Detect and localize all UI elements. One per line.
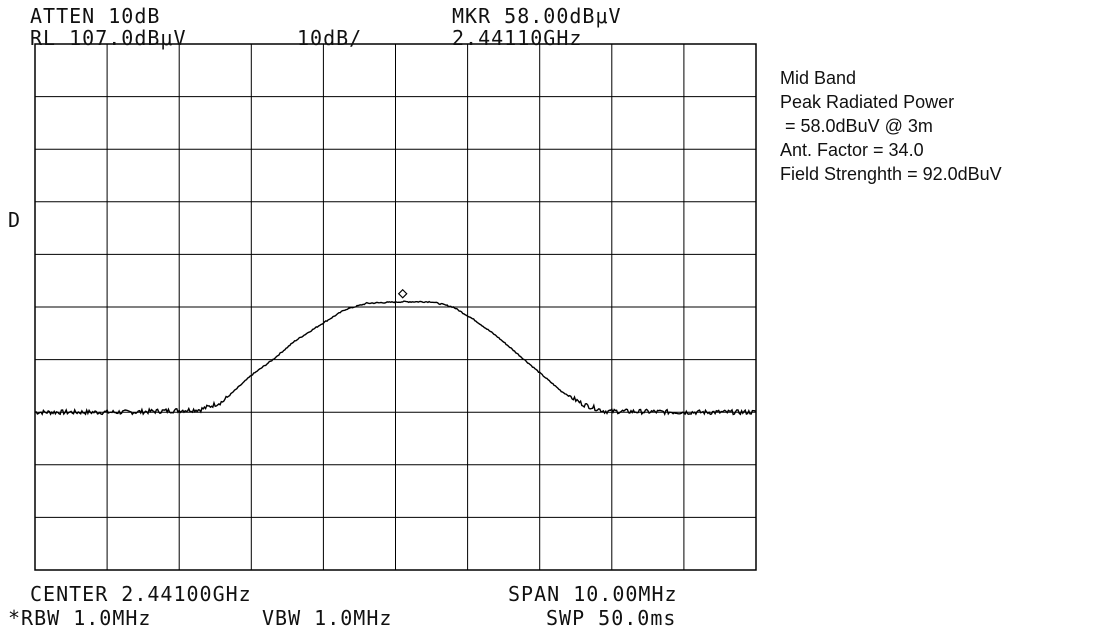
spectrum-trace <box>34 300 757 416</box>
scale-readout: 10dB/ <box>297 26 363 50</box>
sweep-readout: SWP 50.0ms <box>546 606 677 630</box>
note-line-2: Peak Radiated Power <box>780 92 955 112</box>
note-line-1: Mid Band <box>780 68 857 88</box>
note-line-3: = 58.0dBuV @ 3m <box>780 116 933 136</box>
marker-diamond <box>397 288 408 299</box>
marker-level-readout: MKR 58.00dBμV <box>452 4 622 28</box>
graticule <box>34 43 757 571</box>
note-line-4: Ant. Factor = 34.0 <box>780 140 924 160</box>
marker-freq-readout: 2.44110GHz <box>452 26 583 50</box>
peak-marker <box>397 288 408 299</box>
atten-readout: ATTEN 10dB <box>30 4 161 28</box>
detector-label: D <box>8 208 22 232</box>
note-line-5: Field Strenghth = 92.0dBuV <box>780 164 1002 184</box>
center-freq-readout: CENTER 2.44100GHz <box>30 582 252 606</box>
ref-level-readout: RL 107.0dBμV <box>30 26 187 50</box>
vbw-readout: VBW 1.0MHz <box>262 606 393 630</box>
span-readout: SPAN 10.00MHz <box>508 582 678 606</box>
rbw-readout: *RBW 1.0MHz <box>8 606 152 630</box>
